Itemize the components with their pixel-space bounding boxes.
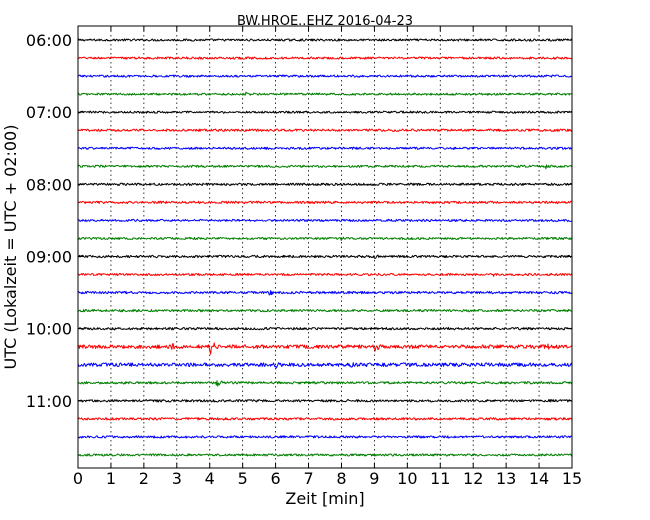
x-tick-label: 7 [303, 469, 313, 488]
x-tick-label: 1 [106, 469, 116, 488]
grid-lines [110, 26, 540, 468]
y-tick-label: 06:00 [26, 31, 72, 50]
x-tick-label: 0 [73, 469, 83, 488]
trace-0630 [77, 74, 573, 78]
trace-0845 [77, 236, 573, 241]
x-tick-label: 2 [139, 469, 149, 488]
trace-0600 [77, 38, 573, 42]
x-tick-label: 10 [397, 469, 417, 488]
x-tick-label: 3 [172, 469, 182, 488]
seismogram-traces [77, 38, 573, 457]
trace-1115 [77, 417, 573, 421]
y-tick-label: 11:00 [26, 392, 72, 411]
trace-0730 [77, 146, 573, 150]
x-tick-label: 14 [529, 469, 549, 488]
trace-1100 [77, 398, 573, 403]
trace-0945 [77, 308, 573, 313]
trace-0915 [77, 272, 573, 277]
x-tick-labels: 0 1 2 3 4 5 6 7 8 9 10 11 12 13 14 15 [73, 469, 582, 488]
trace-1145 [77, 453, 573, 457]
trace-0800 [77, 182, 573, 186]
trace-0830 [77, 218, 573, 222]
x-tick-label: 4 [205, 469, 215, 488]
trace-1130 [77, 435, 573, 439]
y-tick-label: 09:00 [26, 247, 72, 266]
x-tick-label: 12 [463, 469, 483, 488]
trace-0900 [77, 254, 573, 259]
axis-ticks [77, 26, 573, 468]
y-axis-label: UTC (Lokalzeit = UTC + 02:00) [1, 125, 20, 370]
trace-0745 [77, 164, 573, 170]
trace-1045 [77, 380, 573, 387]
chart-title: BW.HROE..EHZ 2016-04-23 [237, 14, 413, 29]
x-axis-label: Zeit [min] [285, 489, 364, 508]
y-tick-labels: 06:00 07:00 08:00 09:00 10:00 11:00 [26, 31, 72, 411]
x-tick-label: 15 [562, 469, 582, 488]
trace-1000 [77, 326, 573, 331]
y-tick-label: 08:00 [26, 175, 72, 194]
x-tick-label: 9 [369, 469, 379, 488]
trace-0815 [77, 200, 573, 205]
x-tick-label: 13 [496, 469, 516, 488]
y-tick-label: 07:00 [26, 103, 72, 122]
y-tick-label: 10:00 [26, 320, 72, 339]
plot-frame [77, 25, 573, 469]
trace-1030 [77, 362, 573, 369]
x-tick-label: 8 [336, 469, 346, 488]
x-tick-label: 5 [238, 469, 248, 488]
x-tick-label: 11 [430, 469, 450, 488]
trace-1015 [78, 342, 573, 355]
x-tick-label: 6 [271, 469, 281, 488]
trace-0615 [77, 56, 573, 60]
trace-0645 [78, 91, 573, 96]
trace-0700 [77, 110, 573, 114]
trace-0715 [77, 128, 573, 132]
trace-0930 [77, 290, 573, 296]
